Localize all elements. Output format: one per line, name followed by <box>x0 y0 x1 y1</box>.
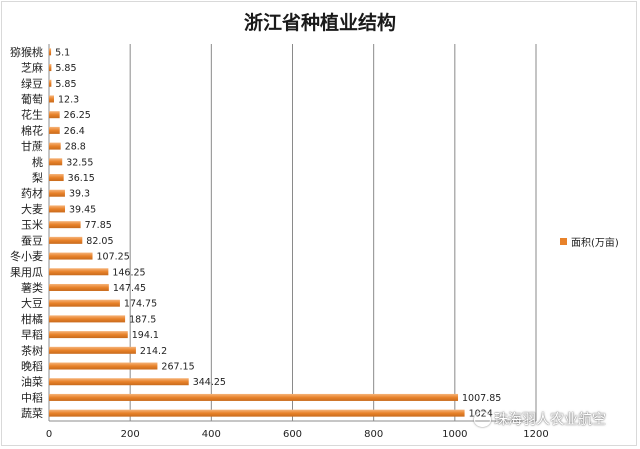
bar <box>49 79 52 87</box>
bar <box>49 126 60 134</box>
bar <box>49 252 93 260</box>
bar <box>49 142 61 150</box>
data-label: 28.8 <box>65 142 86 153</box>
bar <box>49 174 64 182</box>
bar <box>49 331 128 339</box>
legend: 面积(万亩) <box>560 234 619 249</box>
data-label: 187.5 <box>129 314 156 325</box>
x-tick-label: 1000 <box>442 429 467 440</box>
category-label: 玉米 <box>21 219 43 232</box>
data-label: 174.75 <box>124 299 157 310</box>
data-label: 147.45 <box>113 283 146 294</box>
data-label: 39.45 <box>69 204 96 215</box>
data-label: 267.15 <box>161 362 194 373</box>
category-label: 茶树 <box>21 343 43 357</box>
legend-swatch <box>560 238 567 245</box>
data-label: 39.3 <box>69 189 90 200</box>
bar <box>49 283 109 291</box>
category-label: 甘蔗 <box>21 140 43 153</box>
category-label: 蔬菜 <box>21 407 43 420</box>
category-label: 蚕豆 <box>21 234 43 247</box>
bar <box>49 409 465 417</box>
bar <box>49 315 126 323</box>
category-label: 油菜 <box>21 375 43 389</box>
data-label: 5.1 <box>55 47 70 58</box>
category-label: 大麦 <box>21 202 43 216</box>
watermark-text: 珠海羽人农业航空 <box>494 412 606 428</box>
data-label: 77.85 <box>85 220 112 231</box>
bar <box>49 64 52 72</box>
data-label: 146.25 <box>112 267 145 278</box>
bar <box>49 236 83 244</box>
data-label: 26.4 <box>64 126 85 137</box>
bar <box>49 299 120 307</box>
x-tick-label: 600 <box>283 429 302 440</box>
bar <box>49 189 65 197</box>
x-tick-label: 800 <box>364 429 383 440</box>
category-label: 柑橘 <box>21 312 43 326</box>
x-tick-label: 200 <box>121 429 140 440</box>
legend-label: 面积(万亩) <box>571 238 619 249</box>
data-label: 194.1 <box>132 330 159 341</box>
category-label: 大豆 <box>21 296 43 310</box>
bar <box>49 378 189 386</box>
bar <box>49 362 158 370</box>
category-label: 花生 <box>21 108 43 122</box>
bar <box>49 268 109 276</box>
category-label: 棉花 <box>21 123 43 137</box>
data-label: 1007.85 <box>462 393 501 404</box>
category-label: 梨 <box>32 171 43 185</box>
category-label: 绿豆 <box>21 76 43 90</box>
bar <box>49 221 81 229</box>
data-label: 82.05 <box>86 236 113 247</box>
data-label: 32.55 <box>66 157 93 168</box>
chart-title: 浙江省种植业结构 <box>243 12 396 34</box>
bar <box>49 95 54 103</box>
data-label: 5.85 <box>55 79 76 90</box>
x-tick-label: 0 <box>46 429 52 440</box>
category-label: 葡萄 <box>21 93 43 106</box>
bar <box>49 346 136 354</box>
data-label: 26.25 <box>64 110 91 121</box>
category-label: 药材 <box>21 186 43 200</box>
category-label: 晚稻 <box>21 360 43 373</box>
category-label: 中稻 <box>21 391 43 404</box>
x-tick-label: 1200 <box>523 429 548 440</box>
data-label: 344.25 <box>193 377 226 388</box>
category-label: 芝麻 <box>21 61 43 75</box>
data-label: 12.3 <box>58 94 79 105</box>
data-label: 36.15 <box>68 173 95 184</box>
bar <box>49 111 60 119</box>
wechat-icon <box>474 411 491 427</box>
category-label: 果用瓜 <box>10 266 43 279</box>
category-label: 猕猴桃 <box>10 45 43 59</box>
watermark: 珠海羽人农业航空 <box>474 409 606 429</box>
data-label: 214.2 <box>140 346 167 357</box>
category-label: 冬小麦 <box>10 249 43 263</box>
bar <box>49 393 459 401</box>
category-label: 早稻 <box>21 329 43 342</box>
category-label: 薯类 <box>21 280 43 294</box>
bar <box>49 158 63 166</box>
data-label: 107.25 <box>97 252 130 263</box>
bar <box>49 205 66 213</box>
x-tick-label: 400 <box>202 429 221 440</box>
category-label: 桃 <box>32 155 43 169</box>
bar <box>49 48 52 56</box>
data-label: 5.85 <box>55 63 76 74</box>
